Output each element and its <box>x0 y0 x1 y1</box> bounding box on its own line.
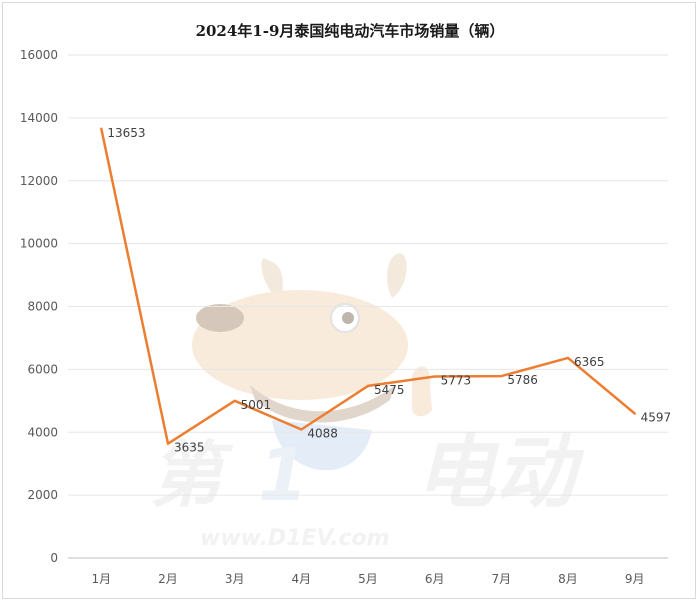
series-line-group <box>100 127 636 445</box>
y-tick-label: 4000 <box>27 425 58 439</box>
data-label: 4597 <box>641 410 672 424</box>
series-line <box>100 127 636 445</box>
x-tick-label: 2月 <box>158 572 178 586</box>
data-label: 3635 <box>174 441 205 455</box>
watermark-text-right: 电动 <box>415 426 585 519</box>
data-label: 5475 <box>374 383 405 397</box>
data-label: 5001 <box>241 398 272 412</box>
data-labels: 13653 3635 5001 4088 5475 5773 5786 6365 4597 <box>107 126 671 455</box>
y-tick-label: 2000 <box>27 488 58 502</box>
y-tick-label: 6000 <box>27 362 58 376</box>
data-label: 13653 <box>107 126 145 140</box>
y-tick-label: 12000 <box>20 174 58 188</box>
x-tick-label: 8月 <box>558 572 578 586</box>
data-label: 4088 <box>307 426 338 440</box>
watermark: 第 1 电动 www.D1EV.com <box>150 253 585 551</box>
y-tick-label: 16000 <box>20 48 58 62</box>
gridlines <box>68 54 668 559</box>
x-axis: 1月 2月 3月 4月 5月 6月 7月 8月 9月 <box>92 572 645 586</box>
x-tick-label: 5月 <box>358 572 378 586</box>
chart-title: 2024年1-9月泰国纯电动汽车市场销量（辆） <box>196 22 505 40</box>
y-tick-label: 8000 <box>27 300 58 314</box>
watermark-url: www.D1EV.com <box>200 526 390 551</box>
y-tick-label: 14000 <box>20 111 58 125</box>
x-tick-label: 3月 <box>225 572 245 586</box>
data-label: 5773 <box>441 374 472 388</box>
data-label: 5786 <box>507 373 538 387</box>
x-tick-label: 6月 <box>425 572 445 586</box>
x-tick-label: 7月 <box>492 572 512 586</box>
y-tick-label: 0 <box>50 551 58 565</box>
x-tick-label: 1月 <box>92 572 112 586</box>
y-axis: 0 2000 4000 6000 8000 10000 12000 14000 16000 <box>20 48 58 565</box>
x-tick-label: 9月 <box>625 572 645 586</box>
y-tick-label: 10000 <box>20 237 58 251</box>
watermark-text-left: 第 <box>150 433 234 517</box>
data-label: 6365 <box>574 355 605 369</box>
watermark-text-mid: 1 <box>258 433 308 517</box>
x-tick-label: 4月 <box>292 572 312 586</box>
